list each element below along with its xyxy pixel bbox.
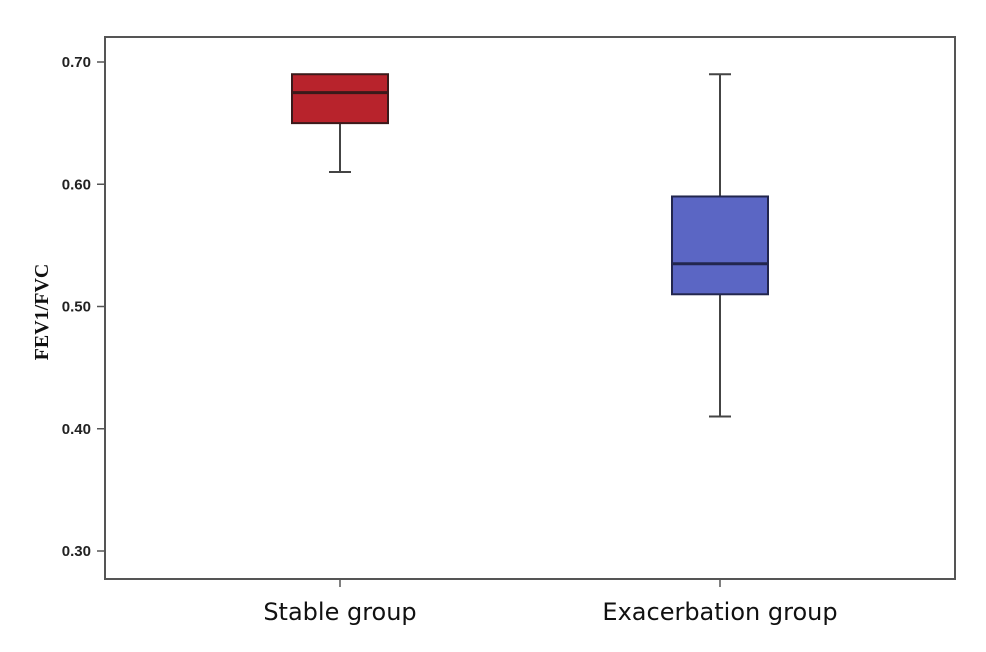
y-tick-label: 0.70 — [62, 54, 91, 71]
y-tick-label: 0.40 — [62, 421, 91, 438]
y-tick-label: 0.60 — [62, 176, 91, 193]
box-group — [291, 73, 389, 174]
box-series — [291, 73, 769, 418]
iqr-box — [291, 73, 389, 125]
x-axis: Stable group Exacerbation group — [263, 579, 838, 626]
x-category-label: Exacerbation group — [602, 598, 837, 626]
y-axis-title: FEV1/FVC — [31, 264, 53, 361]
x-category-label: Stable group — [263, 598, 416, 626]
y-axis: 0.30 0.40 0.50 0.60 0.70 — [62, 54, 105, 560]
iqr-box — [671, 195, 769, 296]
y-tick-label: 0.30 — [62, 543, 91, 560]
box-group — [671, 73, 769, 418]
y-tick-label: 0.50 — [62, 299, 91, 316]
plot-area-frame — [104, 36, 956, 580]
